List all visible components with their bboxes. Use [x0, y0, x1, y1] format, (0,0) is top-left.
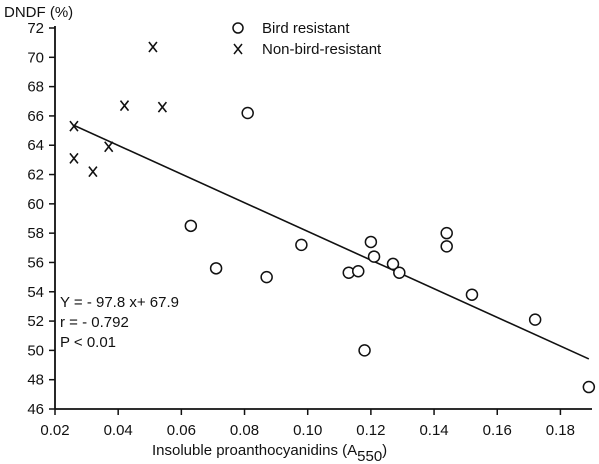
- y-tick-label: 50: [27, 342, 44, 359]
- non-bird-resistant-point: [119, 100, 130, 112]
- bird-resistant-point: [465, 288, 479, 301]
- bird-resistant-point: [528, 313, 542, 326]
- bird-resistant-point: [295, 238, 308, 252]
- x-tick-label: 0.18: [546, 422, 575, 439]
- x-tick-label: 0.02: [40, 422, 69, 439]
- y-axis-label: DNDF (%): [4, 4, 73, 21]
- legend-marker-bird-resistant: [232, 22, 244, 34]
- regression-equation: Y = - 97.8 x+ 67.9: [60, 294, 179, 311]
- y-tick-label: 54: [27, 284, 44, 301]
- non-bird-resistant-point: [69, 152, 79, 164]
- bird-resistant-point: [440, 240, 453, 253]
- y-tick-label: 62: [27, 167, 44, 184]
- x-tick-label: 0.10: [293, 422, 322, 439]
- legend-marker-non-bird-resistant: [233, 43, 243, 55]
- x-tick-label: 0.08: [230, 422, 259, 439]
- axes: [54, 26, 592, 410]
- bird-resistant-point: [393, 266, 406, 279]
- y-tick-label: 64: [27, 137, 44, 154]
- bird-resistant-point: [260, 270, 273, 284]
- y-tick-label: 48: [27, 372, 44, 389]
- x-tick-label: 0.04: [104, 422, 133, 439]
- x-tick-label: 0.12: [356, 422, 385, 439]
- bird-resistant-point: [351, 265, 365, 278]
- x-axis-label-main: Insoluble proanthocyanidins (A: [152, 442, 357, 459]
- non-bird-resistant-point: [88, 166, 98, 178]
- bird-resistant-point: [386, 257, 400, 271]
- legend-label-bird-resistant: Bird resistant: [262, 20, 350, 37]
- y-tick-label: 52: [27, 313, 44, 330]
- regression-annotation: Y = - 97.8 x+ 67.9 r = - 0.792 P < 0.01: [60, 294, 179, 351]
- bird-resistant-point: [440, 226, 453, 240]
- non-bird-resistant-point: [69, 120, 79, 132]
- x-tick-label: 0.06: [167, 422, 196, 439]
- y-tick-label: 66: [27, 108, 44, 125]
- non-bird-resistant-point: [157, 101, 168, 113]
- x-axis-label: Insoluble proanthocyanidins (A550): [152, 442, 387, 464]
- non-bird-resistant-point: [148, 41, 158, 53]
- y-tick-label: 72: [27, 20, 44, 37]
- y-tick-label: 60: [27, 196, 44, 213]
- correlation-coefficient: r = - 0.792: [60, 314, 129, 331]
- regression-line: [73, 124, 590, 360]
- bird-resistant-point: [241, 106, 254, 120]
- data-points: [69, 41, 596, 394]
- ticks: 0.02 0.04 0.06 0.08 0.10 0.12 0.14 0.16 0.18 46 48…: [27, 20, 575, 439]
- bird-resistant-point: [358, 344, 371, 357]
- x-tick-label: 0.16: [483, 422, 512, 439]
- bird-resistant-point: [582, 380, 596, 394]
- non-bird-resistant-point: [104, 141, 114, 153]
- y-tick-label: 46: [27, 401, 44, 418]
- bird-resistant-point: [209, 262, 223, 275]
- p-value: P < 0.01: [60, 334, 116, 351]
- x-axis-label-subscript: 550: [357, 448, 382, 464]
- bird-resistant-point: [364, 235, 378, 249]
- x-tick-label: 0.14: [419, 422, 448, 439]
- regression-line-group: [73, 124, 590, 360]
- legend: Bird resistant Non-bird-resistant: [232, 20, 382, 58]
- x-axis-label-close: ): [382, 442, 387, 459]
- y-tick-label: 56: [27, 254, 44, 271]
- y-tick-label: 58: [27, 225, 44, 242]
- legend-label-non-bird-resistant: Non-bird-resistant: [262, 41, 382, 58]
- y-tick-label: 70: [27, 49, 44, 66]
- bird-resistant-point: [184, 219, 198, 233]
- bird-resistant-point: [367, 250, 381, 263]
- y-tick-label: 68: [27, 79, 44, 96]
